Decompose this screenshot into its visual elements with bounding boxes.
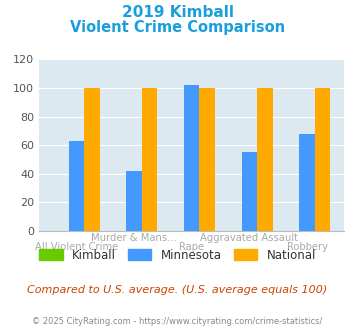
Bar <box>142 88 157 231</box>
Text: Rape: Rape <box>179 242 204 251</box>
Text: Compared to U.S. average. (U.S. average equals 100): Compared to U.S. average. (U.S. average … <box>27 285 328 295</box>
Text: Robbery: Robbery <box>286 242 328 251</box>
Text: All Violent Crime: All Violent Crime <box>35 242 118 251</box>
Text: Murder & Mans...: Murder & Mans... <box>91 233 177 243</box>
Bar <box>184 85 200 231</box>
Bar <box>257 88 273 231</box>
Legend: Kimball, Minnesota, National: Kimball, Minnesota, National <box>34 244 321 266</box>
Bar <box>84 88 100 231</box>
Bar <box>126 171 142 231</box>
Bar <box>242 152 257 231</box>
Bar <box>200 88 215 231</box>
Bar <box>315 88 331 231</box>
Bar <box>299 134 315 231</box>
Text: Violent Crime Comparison: Violent Crime Comparison <box>70 20 285 35</box>
Bar <box>69 141 84 231</box>
Text: Aggravated Assault: Aggravated Assault <box>201 233 299 243</box>
Text: © 2025 CityRating.com - https://www.cityrating.com/crime-statistics/: © 2025 CityRating.com - https://www.city… <box>32 317 323 326</box>
Text: 2019 Kimball: 2019 Kimball <box>121 5 234 20</box>
